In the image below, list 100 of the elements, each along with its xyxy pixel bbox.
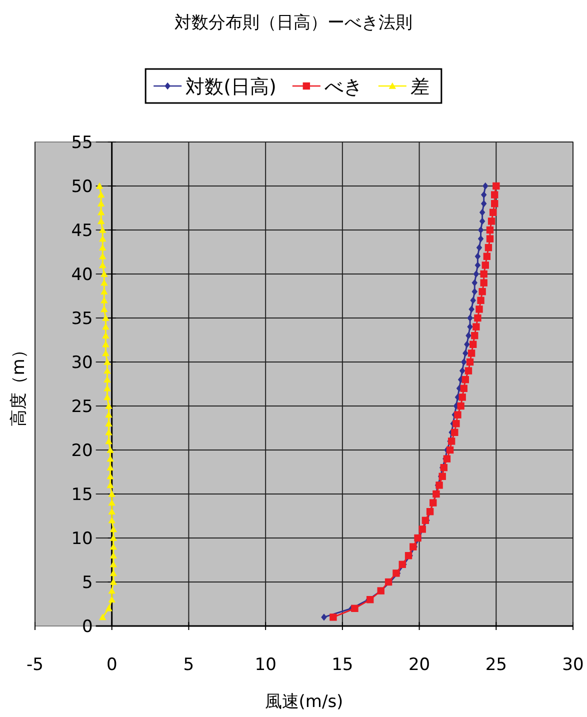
point: [464, 340, 470, 348]
point: [462, 350, 468, 357]
point: [472, 279, 478, 286]
point: [100, 296, 108, 304]
point: [97, 208, 105, 216]
point: [464, 367, 472, 374]
point: [486, 235, 494, 242]
point: [366, 596, 374, 604]
point: [102, 350, 110, 356]
point: [106, 472, 114, 480]
y-tick-label: 45: [71, 221, 93, 241]
point: [451, 428, 458, 436]
point: [102, 323, 110, 330]
point: [472, 323, 480, 330]
x-tick-label: 0: [106, 655, 118, 675]
point: [96, 182, 104, 189]
point: [476, 306, 483, 313]
point: [110, 526, 117, 532]
point: [108, 499, 116, 506]
point: [100, 288, 108, 294]
point: [474, 252, 481, 260]
point: [105, 438, 112, 444]
point: [330, 614, 337, 621]
y-tick-label: 40: [71, 265, 93, 285]
point: [458, 394, 466, 401]
y-tick-label: 50: [71, 177, 93, 197]
point: [478, 235, 484, 242]
point: [457, 402, 464, 410]
y-tick-label: 25: [71, 397, 93, 417]
point: [466, 358, 474, 366]
title: 対数分布則（日高）ーべき法則: [174, 13, 412, 33]
point: [467, 323, 473, 330]
x-tick-label: 25: [485, 655, 507, 675]
point: [100, 270, 108, 277]
point: [110, 578, 117, 585]
point: [110, 560, 117, 568]
point: [478, 226, 484, 234]
point: [486, 226, 494, 234]
point: [443, 455, 451, 462]
point: [105, 411, 112, 418]
point: [104, 376, 111, 382]
x-tick-label: 5: [183, 655, 194, 675]
point: [480, 270, 488, 278]
y-tick-label: 5: [82, 573, 93, 593]
point: [398, 560, 406, 568]
y-tick-label: 30: [71, 353, 93, 373]
point: [108, 508, 116, 514]
point: [491, 200, 498, 208]
point: [106, 455, 114, 462]
point: [460, 358, 467, 366]
point: [102, 332, 110, 338]
point: [105, 604, 112, 612]
point: [321, 614, 327, 621]
legend-label: 対数(日高): [186, 76, 276, 98]
x-tick-label: 30: [562, 655, 584, 675]
y-axis-title: 高度（m）: [9, 342, 29, 426]
point: [472, 288, 478, 296]
point: [477, 296, 484, 304]
point: [479, 218, 486, 225]
point: [466, 332, 472, 340]
point: [476, 244, 482, 252]
point: [489, 208, 497, 216]
point: [108, 516, 116, 524]
point: [105, 402, 112, 409]
x-axis-title: 風速(m/s): [264, 692, 344, 712]
x-tick-label: 10: [254, 655, 276, 675]
point: [108, 587, 116, 594]
y-tick-label: 15: [71, 485, 93, 505]
point: [467, 314, 473, 322]
point: [446, 446, 454, 454]
x-tick-label: -5: [26, 655, 44, 675]
point: [97, 218, 105, 224]
point: [468, 350, 476, 357]
point: [459, 367, 466, 374]
point: [106, 482, 114, 488]
point: [99, 235, 106, 242]
point: [110, 534, 117, 541]
y-tick-label: 55: [71, 133, 93, 153]
point: [491, 191, 498, 198]
point: [471, 332, 478, 340]
y-tick-label: 10: [71, 529, 93, 549]
x-tick-label: 20: [408, 655, 430, 675]
point: [99, 252, 106, 260]
point: [110, 570, 117, 576]
point: [102, 314, 110, 321]
point: [483, 252, 491, 260]
point: [448, 438, 456, 445]
point: [99, 262, 106, 268]
legend-label: 差: [410, 76, 430, 98]
point: [462, 376, 469, 384]
point: [108, 490, 116, 497]
point: [482, 262, 489, 269]
y-tick-label: 35: [71, 309, 93, 329]
point: [110, 552, 117, 558]
point: [488, 218, 496, 225]
point: [470, 296, 476, 304]
point: [99, 226, 106, 233]
point: [99, 244, 106, 250]
point: [460, 384, 468, 392]
point: [474, 314, 482, 322]
